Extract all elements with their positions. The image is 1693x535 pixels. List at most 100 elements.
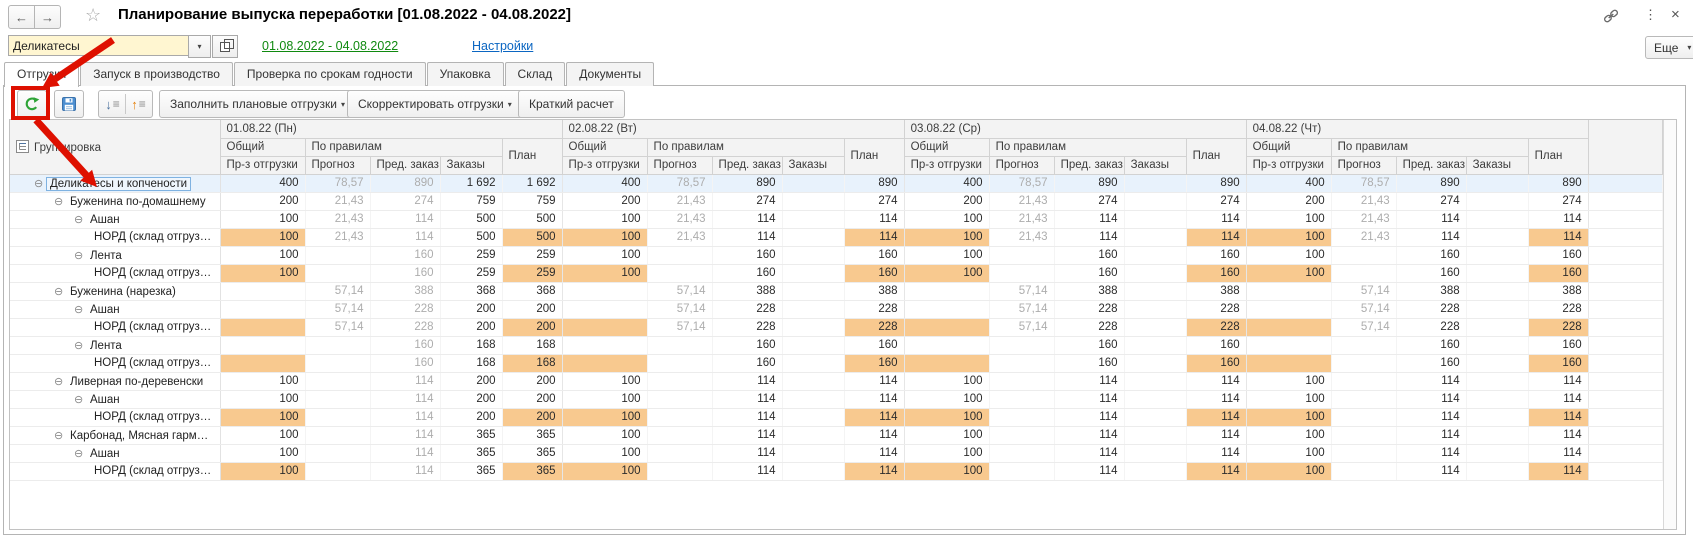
cell-ship[interactable]: 100 (904, 444, 990, 463)
cell-orders[interactable]: 200 (440, 318, 503, 337)
cell-prev[interactable]: 160 (1396, 336, 1467, 355)
cell-orders[interactable] (1466, 210, 1529, 229)
cell-orders[interactable] (1466, 174, 1529, 193)
cell-prev[interactable]: 114 (1396, 462, 1467, 481)
cell-ship[interactable] (1246, 318, 1332, 337)
cell-ship[interactable]: 100 (562, 462, 648, 481)
cell-plan[interactable]: 114 (844, 210, 905, 229)
cell-prev[interactable]: 114 (370, 444, 441, 463)
cell-orders[interactable]: 200 (440, 390, 503, 409)
cell-forecast[interactable] (305, 462, 371, 481)
cell-prev[interactable]: 160 (1396, 246, 1467, 265)
cell-plan[interactable]: 200 (502, 372, 563, 391)
cell-plan[interactable]: 500 (502, 210, 563, 229)
cell-orders[interactable] (782, 174, 845, 193)
row-label-cell[interactable]: НОРД (склад отгруз… (10, 228, 221, 247)
cell-ship[interactable] (1246, 354, 1332, 373)
tab-documents[interactable]: Документы (566, 62, 655, 86)
cell-orders[interactable] (1124, 246, 1187, 265)
cell-plan[interactable]: 114 (1528, 228, 1589, 247)
cell-prev[interactable]: 228 (370, 318, 441, 337)
cell-orders[interactable] (1466, 426, 1529, 445)
cell-orders[interactable] (1466, 192, 1529, 211)
cell-forecast[interactable]: 21,43 (305, 192, 371, 211)
row-label-cell[interactable]: ⊖ Карбонад, Мясная гармония (10, 426, 221, 445)
cell-ship[interactable] (562, 336, 648, 355)
cell-ship[interactable]: 100 (904, 408, 990, 427)
cell-ship[interactable]: 400 (904, 174, 990, 193)
cell-prev[interactable]: 114 (370, 426, 441, 445)
cell-plan[interactable]: 368 (502, 282, 563, 301)
row-label-cell[interactable]: ⊖ Деликатесы и копчености (10, 174, 221, 193)
cell-orders[interactable] (782, 462, 845, 481)
more-menu-icon[interactable]: ⋮ (1644, 7, 1657, 22)
cell-prev[interactable]: 114 (712, 228, 783, 247)
link-icon[interactable] (1602, 8, 1620, 27)
cell-plan[interactable]: 114 (1528, 408, 1589, 427)
cell-plan[interactable]: 200 (502, 300, 563, 319)
cell-prev[interactable]: 160 (712, 264, 783, 283)
cell-plan[interactable]: 114 (1528, 444, 1589, 463)
cell-forecast[interactable] (989, 408, 1055, 427)
cell-orders[interactable]: 200 (440, 300, 503, 319)
cell-forecast[interactable]: 57,14 (305, 300, 371, 319)
back-button[interactable]: ← (8, 5, 35, 29)
cell-ship[interactable]: 100 (220, 372, 306, 391)
collapse-icon[interactable]: ⊖ (54, 285, 64, 298)
cell-orders[interactable] (1466, 372, 1529, 391)
cell-prev[interactable]: 388 (1396, 282, 1467, 301)
cell-plan[interactable]: 200 (502, 408, 563, 427)
cell-ship[interactable]: 100 (220, 390, 306, 409)
cell-plan[interactable]: 114 (844, 390, 905, 409)
cell-plan[interactable]: 259 (502, 246, 563, 265)
tab-packaging[interactable]: Упаковка (426, 62, 504, 86)
cell-ship[interactable] (220, 300, 306, 319)
cell-forecast[interactable]: 57,14 (989, 300, 1055, 319)
cell-orders[interactable] (1124, 264, 1187, 283)
cell-plan[interactable]: 114 (1186, 228, 1247, 247)
row-label-cell[interactable]: ⊖ Лента (10, 246, 221, 265)
cell-orders[interactable]: 168 (440, 336, 503, 355)
favorite-star-icon[interactable]: ☆ (85, 5, 102, 25)
cell-prev[interactable]: 114 (1054, 210, 1125, 229)
cell-prev[interactable]: 114 (370, 462, 441, 481)
cell-ship[interactable]: 100 (562, 444, 648, 463)
cell-forecast[interactable] (647, 390, 713, 409)
cell-forecast[interactable] (1331, 246, 1397, 265)
cell-orders[interactable] (1466, 336, 1529, 355)
cell-orders[interactable]: 365 (440, 426, 503, 445)
row-label-cell[interactable]: ⊖ Ашан (10, 210, 221, 229)
cell-orders[interactable] (1124, 426, 1187, 445)
tab-production-launch[interactable]: Запуск в производство (80, 62, 233, 86)
cell-orders[interactable] (1124, 318, 1187, 337)
cell-plan[interactable]: 759 (502, 192, 563, 211)
collapse-icon[interactable]: ⊖ (74, 393, 84, 406)
cell-plan[interactable]: 160 (1186, 264, 1247, 283)
cell-plan[interactable]: 228 (1186, 318, 1247, 337)
cell-forecast[interactable]: 21,43 (305, 210, 371, 229)
cell-orders[interactable] (1124, 210, 1187, 229)
cell-plan[interactable]: 160 (1186, 246, 1247, 265)
cell-plan[interactable]: 890 (1528, 174, 1589, 193)
row-label-cell[interactable]: НОРД (склад отгруз… (10, 318, 221, 337)
cell-ship[interactable]: 100 (904, 246, 990, 265)
cell-ship[interactable]: 100 (562, 426, 648, 445)
cell-prev[interactable]: 160 (712, 354, 783, 373)
cell-plan[interactable]: 114 (844, 228, 905, 247)
cell-plan[interactable]: 114 (1186, 444, 1247, 463)
cell-prev[interactable]: 114 (712, 462, 783, 481)
cell-plan[interactable]: 160 (844, 264, 905, 283)
cell-prev[interactable]: 114 (1054, 408, 1125, 427)
cell-forecast[interactable] (989, 246, 1055, 265)
cell-ship[interactable]: 100 (1246, 408, 1332, 427)
tab-warehouse[interactable]: Склад (504, 62, 566, 86)
cell-plan[interactable]: 274 (1186, 192, 1247, 211)
cell-prev[interactable]: 114 (1054, 228, 1125, 247)
cell-forecast[interactable]: 78,57 (647, 174, 713, 193)
cell-forecast[interactable] (305, 354, 371, 373)
row-label-cell[interactable]: НОРД (склад отгруз… (10, 462, 221, 481)
cell-orders[interactable] (1466, 318, 1529, 337)
cell-plan[interactable]: 114 (1528, 462, 1589, 481)
cell-prev[interactable]: 114 (370, 228, 441, 247)
cell-orders[interactable] (782, 372, 845, 391)
